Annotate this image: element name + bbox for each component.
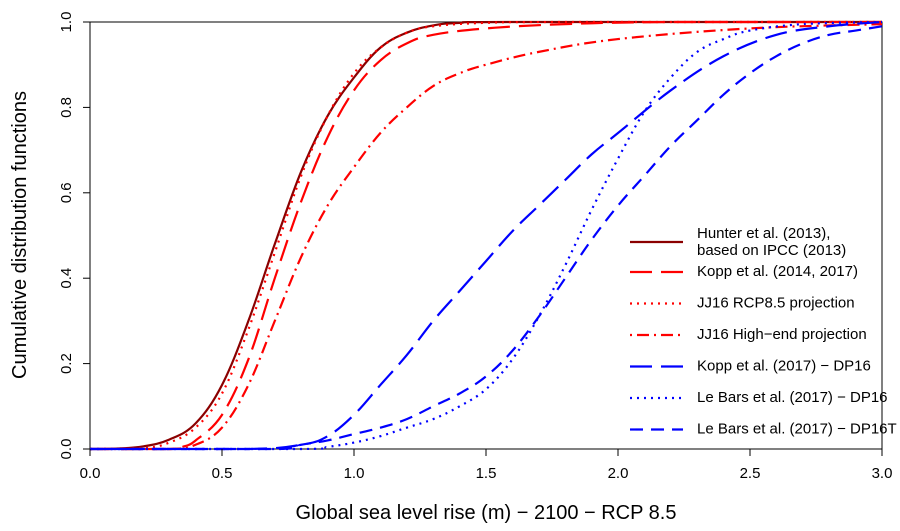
legend-label: JJ16 High−end projection [697,326,867,343]
x-tick-label: 2.0 [608,465,629,482]
series-line-2 [90,20,882,451]
y-tick-label: 1.0 [58,12,75,33]
legend-label: Kopp et al. (2014, 2017) [697,263,858,280]
series-line-5 [90,20,883,451]
legend-label: Kopp et al. (2017) − DP16 [697,357,871,374]
y-axis-label: Cumulative distribution functions [9,91,31,379]
legend-label: Hunter et al. (2013), based on IPCC (2013… [697,225,846,259]
x-tick-label: 1.5 [476,465,497,482]
series-line-7 [90,25,883,451]
y-tick-label: 0.8 [58,97,75,118]
x-tick-label: 3.0 [872,465,893,482]
series-line-1 [89,20,882,451]
series-line-3 [89,20,882,451]
y-tick-label: 0.4 [58,268,75,289]
legend-label: JJ16 RCP8.5 projection [697,294,855,311]
y-axis: 0.0 0.2 0.4 0.6 0.8 1.0 [58,12,90,460]
x-tick-label: 1.0 [344,465,365,482]
series-layer [89,20,883,451]
y-tick-label: 0.0 [58,439,75,460]
legend: Hunter et al. (2013), based on IPCC (2013… [630,225,897,437]
y-tick-label: 0.6 [58,182,75,203]
x-tick-label: 2.5 [740,465,761,482]
series-line-6 [90,20,883,451]
x-axis: 0.0 0.5 1.0 1.5 2.0 2.5 3.0 [80,449,893,482]
x-axis-label: Global sea level rise (m) − 2100 − RCP 8… [296,502,677,524]
x-tick-label: 0.0 [80,465,101,482]
series-line-4 [90,23,883,451]
legend-label: Le Bars et al. (2017) − DP16 [697,389,888,406]
legend-label: Le Bars et al. (2017) − DP16T [697,420,897,437]
x-tick-label: 0.5 [212,465,233,482]
y-tick-label: 0.2 [58,353,75,374]
